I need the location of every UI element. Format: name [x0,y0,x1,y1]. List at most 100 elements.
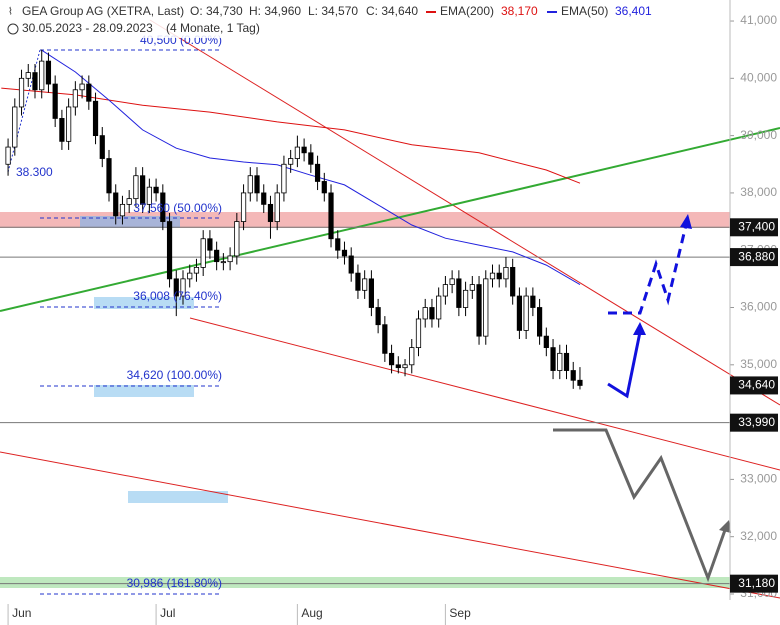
candle-body [543,335,549,349]
candle-body [496,272,502,280]
price-box-label: 34,640 [738,378,775,392]
candle-body [402,364,408,369]
candle-body [523,295,529,331]
candle-body [503,266,509,280]
clock-icon [7,23,19,35]
price-box-bg [730,574,778,593]
low-label: 38.300 [16,165,53,179]
candle-body [227,255,233,263]
candle-body [32,72,38,91]
candle-body [79,83,85,91]
candle-body [153,186,159,194]
candle-body [328,192,334,240]
price-box-label: 36,880 [738,249,775,263]
y-tick-label: 40,000 [740,70,777,84]
candle-body [146,186,152,205]
arrow [553,428,727,583]
candle-body [550,347,556,371]
candle-body [395,364,401,369]
close: C: 34,640 [366,4,418,18]
candle-body [214,249,220,263]
candle-body [267,203,274,222]
candle-body [126,198,132,205]
candle-body [375,307,381,326]
plot [0,49,730,585]
axes: 31,00032,00033,00034,00035,00036,00037,0… [7,0,778,625]
price-box: 37,400 [730,218,778,237]
y-tick-label: 32,000 [740,529,777,543]
arrowhead [719,520,731,533]
period: (4 Monate, 1 Tag) [166,21,260,35]
candle-body [530,295,536,308]
candle-body [557,352,563,371]
candle-body [187,272,193,280]
candle-body [86,83,92,102]
candle-body [52,83,58,119]
candle-body [207,238,213,251]
price-box-bg [730,248,778,267]
candle-body [388,352,395,366]
y-tick-label: 38,000 [740,185,777,199]
legend-value: 36,401 [615,4,652,18]
candle-body [254,175,260,194]
candle-body [119,203,126,217]
fib-labels: 40,500 (0.00%) 37,560 (50.00%) 36,008 (7… [16,33,222,590]
fib-label: 36,008 (76.40%) [133,289,222,303]
candle-body [563,352,570,371]
price-box-bg [730,218,778,237]
price-box-label: 37,400 [738,219,775,233]
y-tick-label: 41,000 [740,13,777,27]
price-box: 31,180 [730,574,778,593]
candle-body [570,370,576,381]
candle-body [341,249,348,257]
candle-body [92,100,99,137]
candle-body [173,278,179,297]
x-tick-label: Jul [160,606,175,620]
price-box: 36,880 [730,248,778,267]
price-box: 33,990 [730,413,778,432]
low: L: 34,570 [308,4,358,18]
candle-body [456,278,462,308]
price-box-bg [730,376,778,395]
candle-body [382,324,388,354]
fib-zone [80,216,180,228]
y-tick-label: 36,000 [740,300,777,314]
trend-line [189,317,780,471]
candle-body [180,278,186,297]
candle-body [462,289,469,308]
arrowhead [633,322,646,335]
candle-body [133,175,139,200]
fib-label: 37,560 (50.00%) [133,201,222,215]
candle-body [483,278,489,337]
candle-body [288,158,294,165]
candle-body [39,60,45,91]
candle-body [193,266,200,274]
price-box: 34,640 [730,376,778,395]
candle-body [113,192,119,217]
icon: ⌇ [8,7,13,18]
candle-body [140,175,146,205]
trend-line [0,127,780,312]
candle-body [577,379,583,386]
candle-body [166,221,173,280]
candle-body [415,318,422,349]
fib-zone [128,491,228,503]
arrow [608,224,688,315]
trend-line [149,19,780,406]
candle-body [476,284,482,337]
candle-body [294,146,300,159]
high: H: 34,960 [249,4,301,18]
y-tick-label: 33,000 [740,472,777,486]
resistance-zone [0,212,730,228]
candle-body [362,278,368,291]
chart-title: GEA Group AG (XETRA, Last) [22,4,184,18]
candle-body [45,60,52,85]
fib-lines [40,49,222,595]
candle-body [321,181,327,194]
candle-body [25,72,31,79]
candle-body [409,347,415,366]
legend-label: EMA(200) [440,4,494,18]
scenario-arrows [553,214,731,583]
